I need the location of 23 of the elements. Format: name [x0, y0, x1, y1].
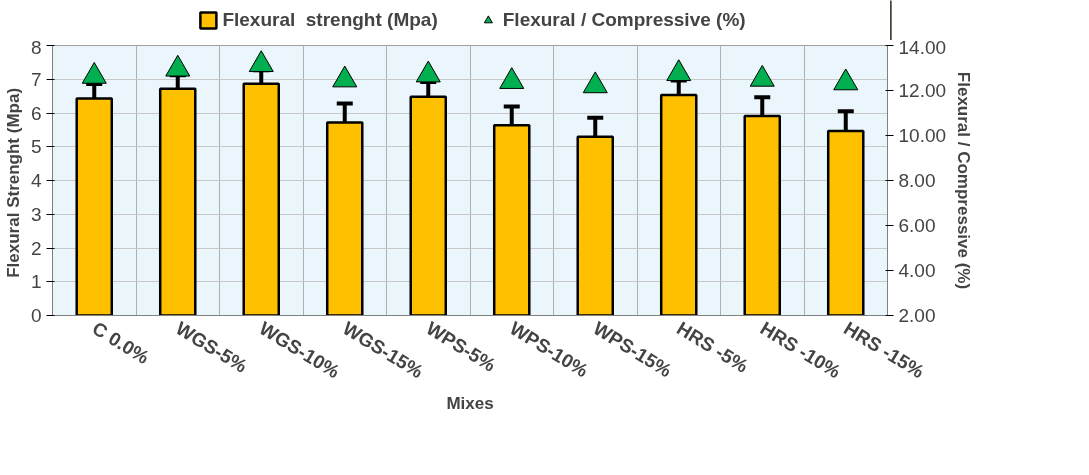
y-tick-label: 2 — [30, 237, 42, 259]
x-axis-title: Mixes — [446, 394, 494, 414]
y2-tick-label: 14.00 — [898, 36, 947, 58]
y-tick-label: 7 — [30, 68, 42, 90]
y2-tick-label: 8.00 — [898, 170, 936, 191]
y-tick-label: 0 — [30, 305, 42, 326]
y2-tick-label: 12.00 — [898, 80, 947, 101]
legend-label: Flexural strenght (Mpa) — [222, 9, 438, 31]
y2-tick-label: 2.00 — [898, 305, 936, 326]
y2-tick-label: 6.00 — [898, 215, 936, 236]
x-tick-label: HRS -5% — [673, 317, 752, 377]
y-tick-label: 1 — [30, 271, 42, 293]
y-tick-label: 4 — [30, 170, 42, 191]
y-tick-label: 3 — [30, 203, 42, 225]
y2-tick-label: 4.00 — [898, 260, 936, 281]
y2-tick-label: 10.00 — [898, 125, 947, 146]
x-tick-label: C 0.0% — [88, 317, 153, 369]
y2-axis-title: Flexural / Compressive (%) — [954, 71, 974, 290]
y-tick-label: 6 — [30, 102, 42, 124]
y-tick-label: 5 — [30, 136, 42, 158]
legend-label: Flexural / Compressive (%) — [502, 9, 746, 31]
y-axis-title: Flexural Strenght (Mpa) — [3, 87, 23, 278]
y-tick-label: 8 — [30, 36, 42, 58]
